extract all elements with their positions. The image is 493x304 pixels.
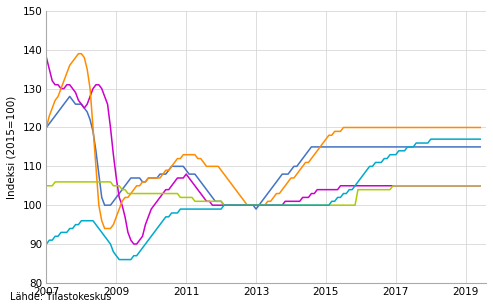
24-30_33 Metalliteollisuus <box>349 126 355 129</box>
16-17 Metsäteollisuus <box>404 184 410 188</box>
C Teollisuus <box>253 207 259 211</box>
24-30_33 Metalliteollisuus <box>192 153 198 157</box>
C Teollisuus <box>407 145 413 149</box>
10-11 Elintarviketeollisuus <box>221 203 227 207</box>
19-22 Kemianteollisuus <box>116 258 122 261</box>
24-30_33 Metalliteollisuus <box>407 126 413 129</box>
C Teollisuus <box>477 145 483 149</box>
16-17 Metsäteollisuus <box>477 184 483 188</box>
19-22 Kemianteollisuus <box>291 203 297 207</box>
Line: 19-22 Kemianteollisuus: 19-22 Kemianteollisuus <box>46 139 480 260</box>
10-11 Elintarviketeollisuus <box>43 184 49 188</box>
24-30_33 Metalliteollisuus <box>75 52 81 56</box>
C Teollisuus <box>218 199 224 203</box>
10-11 Elintarviketeollisuus <box>218 199 224 203</box>
19-22 Kemianteollisuus <box>346 188 352 192</box>
10-11 Elintarviketeollisuus <box>349 203 355 207</box>
24-30_33 Metalliteollisuus <box>294 172 300 176</box>
19-22 Kemianteollisuus <box>404 145 410 149</box>
C Teollisuus <box>349 145 355 149</box>
19-22 Kemianteollisuus <box>428 137 434 141</box>
Text: Lähde: Tilastokeskus: Lähde: Tilastokeskus <box>10 292 111 302</box>
19-22 Kemianteollisuus <box>274 203 280 207</box>
19-22 Kemianteollisuus <box>477 137 483 141</box>
C Teollisuus <box>189 172 195 176</box>
16-17 Metsäteollisuus <box>218 203 224 207</box>
24-30_33 Metalliteollisuus <box>102 227 107 230</box>
24-30_33 Metalliteollisuus <box>277 192 282 195</box>
10-11 Elintarviketeollisuus <box>277 203 282 207</box>
Line: C Teollisuus: C Teollisuus <box>46 96 480 209</box>
24-30_33 Metalliteollisuus <box>477 126 483 129</box>
19-22 Kemianteollisuus <box>43 242 49 246</box>
16-17 Metsäteollisuus <box>131 242 137 246</box>
Line: 16-17 Metsäteollisuus: 16-17 Metsäteollisuus <box>46 57 480 244</box>
10-11 Elintarviketeollisuus <box>189 195 195 199</box>
10-11 Elintarviketeollisuus <box>477 184 483 188</box>
16-17 Metsäteollisuus <box>43 56 49 59</box>
C Teollisuus <box>67 95 72 98</box>
Y-axis label: Indeksi (2015=100): Indeksi (2015=100) <box>7 95 17 199</box>
10-11 Elintarviketeollisuus <box>52 180 58 184</box>
16-17 Metsäteollisuus <box>346 184 352 188</box>
16-17 Metsäteollisuus <box>291 199 297 203</box>
16-17 Metsäteollisuus <box>274 203 280 207</box>
24-30_33 Metalliteollisuus <box>221 172 227 176</box>
10-11 Elintarviketeollisuus <box>294 203 300 207</box>
C Teollisuus <box>277 176 282 180</box>
Line: 10-11 Elintarviketeollisuus: 10-11 Elintarviketeollisuus <box>46 182 480 205</box>
19-22 Kemianteollisuus <box>189 207 195 211</box>
19-22 Kemianteollisuus <box>218 207 224 211</box>
10-11 Elintarviketeollisuus <box>407 184 413 188</box>
24-30_33 Metalliteollisuus <box>43 126 49 129</box>
C Teollisuus <box>294 164 300 168</box>
Line: 24-30_33 Metalliteollisuus: 24-30_33 Metalliteollisuus <box>46 54 480 229</box>
C Teollisuus <box>43 126 49 129</box>
16-17 Metsäteollisuus <box>189 180 195 184</box>
